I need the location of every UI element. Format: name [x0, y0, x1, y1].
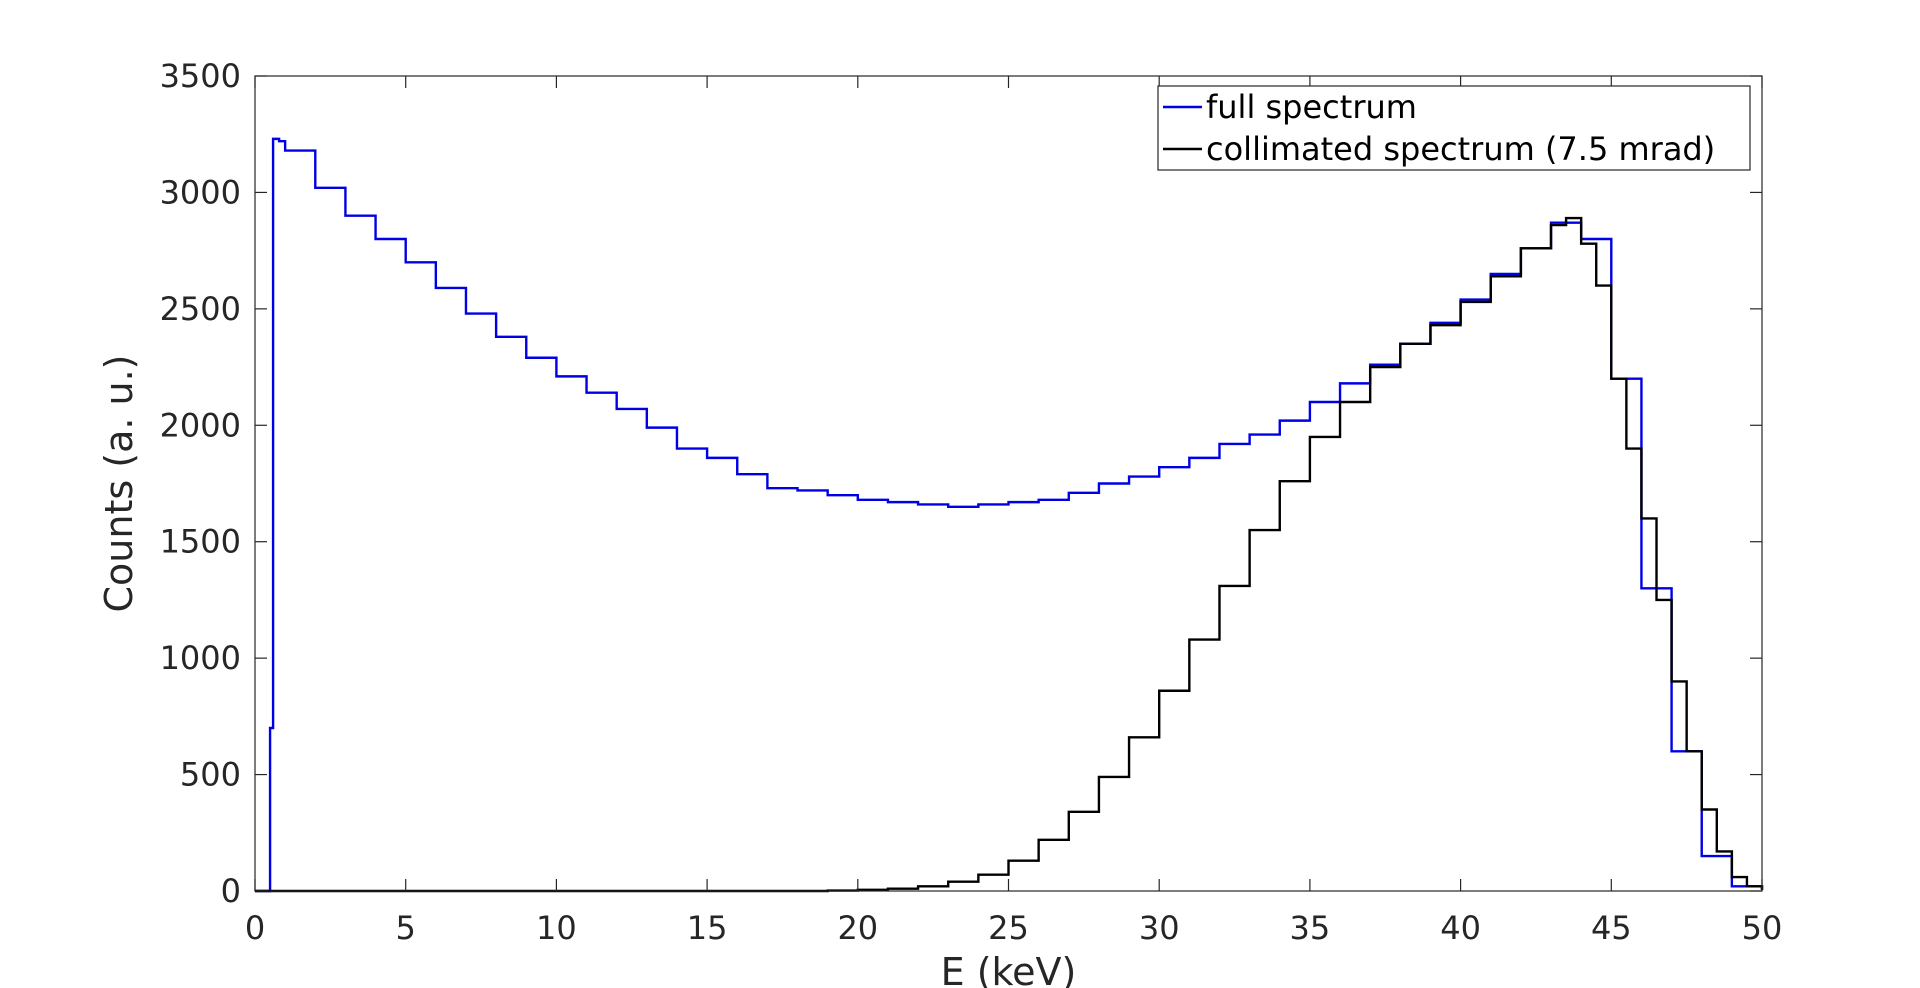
x-tick-label: 5 — [396, 909, 416, 947]
y-tick-label: 2500 — [160, 290, 241, 328]
legend-label-collimated-spectrum: collimated spectrum (7.5 mrad) — [1206, 130, 1715, 168]
x-tick-label: 50 — [1742, 909, 1783, 947]
x-tick-label: 25 — [988, 909, 1029, 947]
x-axis-label: E (keV) — [941, 950, 1077, 988]
y-tick-label: 500 — [180, 756, 241, 794]
y-tick-label: 0 — [221, 872, 241, 910]
plot-area — [255, 76, 1762, 891]
legend-box — [1157, 85, 1751, 171]
y-tick-label: 1500 — [160, 523, 241, 561]
y-tick-label: 3500 — [160, 57, 241, 95]
x-tick-label: 30 — [1139, 909, 1180, 947]
x-tick-label: 35 — [1290, 909, 1331, 947]
x-tick-label: 0 — [245, 909, 265, 947]
x-tick-label: 40 — [1440, 909, 1481, 947]
y-tick-label: 2000 — [160, 406, 241, 444]
y-tick-label: 3000 — [160, 173, 241, 211]
series-line-full-spectrum — [255, 137, 1764, 893]
x-tick-label: 10 — [536, 909, 577, 947]
y-tick-label: 1000 — [160, 639, 241, 677]
ticks-layer: 0 5 10 15 20 25 30 35 40 45 5005001000150020002500… — [160, 57, 1783, 947]
series-line-collimated-spectrum — [255, 216, 1764, 893]
series-layer — [255, 137, 1764, 893]
x-tick-label: 45 — [1591, 909, 1632, 947]
legend: full spectrum collimated spectrum (7.5 m… — [1157, 85, 1751, 171]
x-tick-label: 15 — [687, 909, 728, 947]
legend-label-full-spectrum: full spectrum — [1206, 88, 1417, 126]
x-tick-label: 20 — [837, 909, 878, 947]
y-axis-label: Counts (a. u.) — [97, 355, 141, 613]
